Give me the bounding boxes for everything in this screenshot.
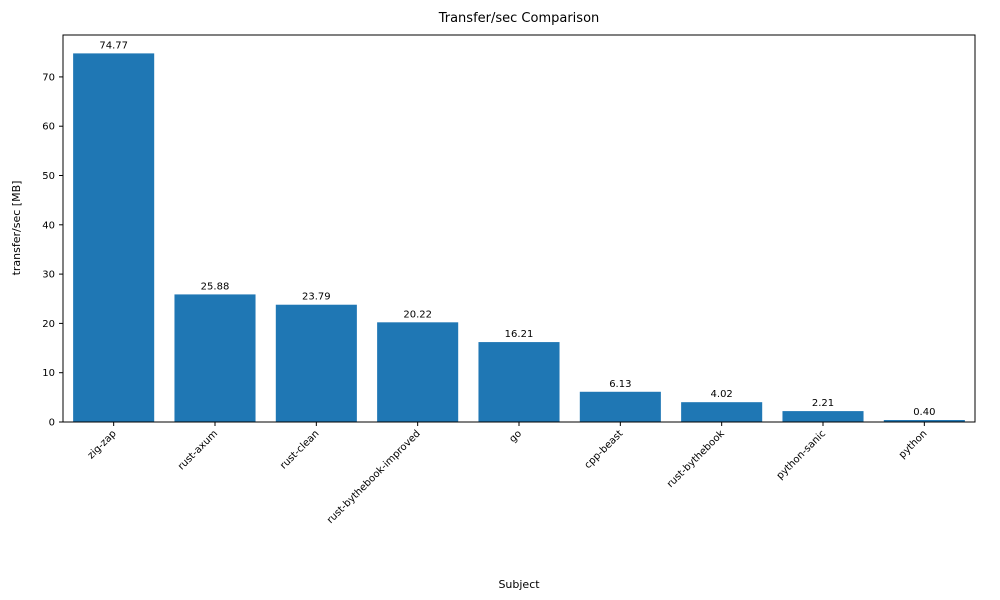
bar-value-label: 23.79	[302, 292, 331, 303]
x-tick-label: rust-axum	[176, 428, 220, 472]
y-tick-label: 30	[42, 270, 55, 281]
x-tick-label: python-sanic	[775, 428, 828, 481]
y-tick-label: 70	[42, 72, 55, 83]
y-tick-label: 60	[42, 122, 55, 133]
bar	[782, 411, 864, 422]
y-tick-label: 20	[42, 319, 55, 330]
x-tick-label: rust-bythebook	[665, 428, 727, 490]
bar-value-label: 4.02	[711, 389, 733, 400]
x-tick-label: rust-clean	[278, 428, 321, 471]
axes-frame	[62, 34, 976, 423]
x-tick-label: cpp-beast	[583, 428, 626, 471]
bar-value-label: 16.21	[505, 329, 534, 340]
bar	[478, 342, 560, 422]
bar-value-label: 6.13	[609, 379, 631, 390]
x-tick-label: zig-zap	[86, 428, 119, 461]
bar-value-label: 0.40	[913, 407, 935, 418]
y-tick-label: 10	[42, 368, 55, 379]
x-tick-label: rust-bythebook-improved	[325, 428, 423, 526]
bar	[883, 420, 965, 422]
y-axis-label: transfer/sec [MB]	[10, 181, 23, 276]
bar	[377, 322, 459, 422]
y-tick-label: 0	[49, 418, 55, 429]
x-axis-label: Subject	[498, 578, 540, 591]
bar	[579, 391, 661, 422]
x-tick-label: go	[508, 428, 525, 445]
chart-title: Transfer/sec Comparison	[438, 11, 600, 26]
bar-value-label: 25.88	[201, 281, 230, 292]
bar	[681, 402, 763, 422]
bar	[275, 304, 357, 422]
x-tick-label: python	[897, 428, 930, 461]
bar-value-label: 20.22	[403, 309, 432, 320]
bar	[174, 294, 256, 422]
bar	[73, 53, 155, 422]
bar-value-label: 74.77	[99, 40, 128, 51]
y-tick-label: 50	[42, 171, 55, 182]
plot-area: 0 10 20 30 40 50 60 70 zig-zap 74.77 rust-axum 25.8…	[42, 34, 976, 526]
y-tick-label: 40	[42, 220, 55, 231]
bar-value-label: 2.21	[812, 398, 834, 409]
